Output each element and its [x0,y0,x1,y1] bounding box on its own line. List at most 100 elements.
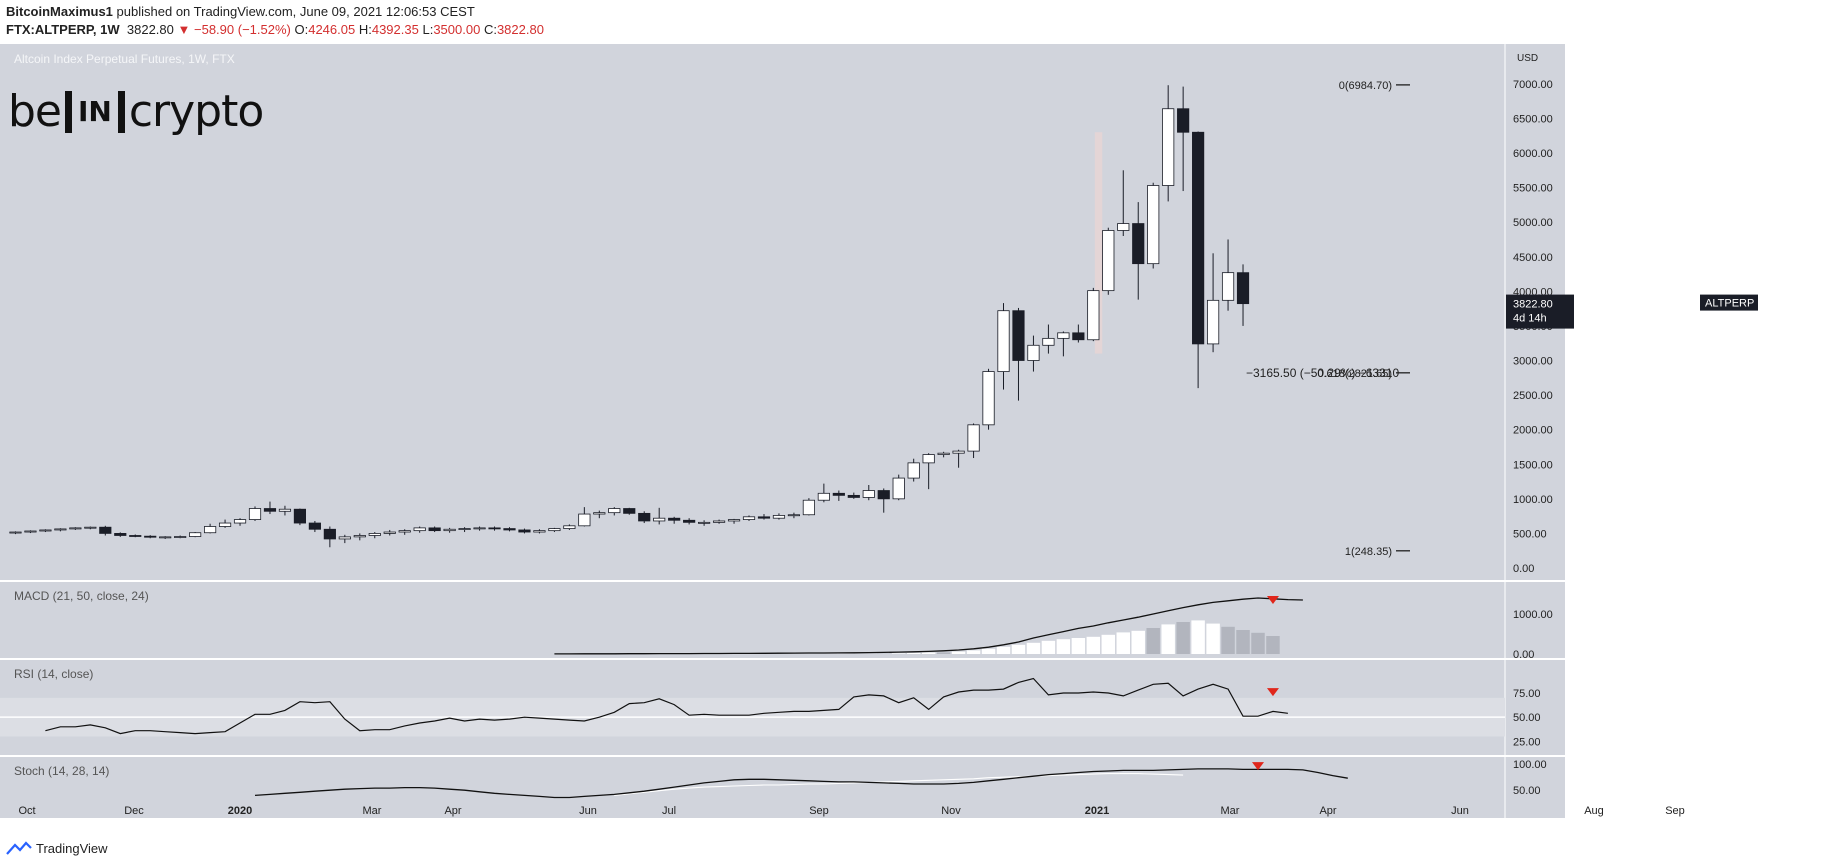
candle [1236,264,1250,326]
candle [1117,170,1130,236]
chart-header: BitcoinMaximus1 published on TradingView… [6,3,544,38]
macd-histogram-bar [921,652,936,654]
macd-histogram-bar [1161,624,1175,654]
candle [69,527,82,530]
candle [473,526,486,531]
candle [563,524,576,530]
rsi-tick-label: 25.00 [1513,736,1541,748]
candle [712,519,726,524]
candle-body [1087,290,1100,341]
price-axis-unit: USD [1517,53,1538,64]
candle-body [24,530,37,533]
logo-bracket: IN [65,90,125,133]
rsi-title: RSI (14, close) [14,667,93,681]
time-tick-label: Sep [809,805,829,817]
candle [1192,131,1205,389]
candle-body [84,526,97,529]
macd-histogram-bar [1041,640,1056,654]
footer: TradingView [6,840,108,856]
candle [533,529,546,534]
candle-body [982,371,995,426]
macd-title: MACD (21, 50, close, 24) [14,589,149,603]
price-change: −58.90 (−1.52%) [194,22,291,37]
price-tick-label: 3000.00 [1513,356,1553,368]
candle-body [997,310,1010,372]
rsi-tick-label: 50.00 [1513,712,1541,724]
time-tick-label: Jun [579,805,597,817]
macd-histogram-bar [1056,639,1071,654]
candle [638,511,651,524]
candle [338,534,351,544]
candle-body [144,535,157,538]
price-tick-label: 5000.00 [1513,217,1553,229]
price-tick-label: 7000.00 [1513,79,1553,91]
candle [727,518,741,524]
chart-area[interactable]: Altcoin Index Perpetual Futures, 1W, FTX… [0,44,1828,830]
candle-body [623,508,636,514]
price-tick-label: 2000.00 [1513,425,1553,437]
candle-body [443,528,456,532]
candle [233,518,247,526]
macd-histogram-bar [906,653,921,654]
macd-histogram-bar [951,651,966,654]
candle [967,423,980,459]
rsi-line [45,677,1288,735]
candle-body [1177,108,1190,133]
candle [428,526,441,533]
candle [1147,182,1160,269]
candle [832,490,845,501]
bar-countdown: 4d 14h [1513,313,1547,325]
candle [458,527,471,533]
candle-body [428,527,441,532]
candle-body [189,532,202,537]
candle [398,529,411,535]
candle-body [698,521,711,524]
candle [653,507,666,525]
candle [144,535,157,539]
price-tick-label: 500.00 [1513,528,1547,540]
candle-body [9,531,22,534]
candle-body [323,528,336,540]
publisher-name[interactable]: BitcoinMaximus1 [6,4,113,19]
time-tick-label: Aug [1584,805,1604,817]
logo-text-crypto: crypto [128,86,264,137]
candle [84,526,97,530]
candle-body [383,531,396,534]
stoch-d-line [614,773,1184,796]
stoch-tick-label: 100.00 [1513,759,1547,771]
candle-body [368,533,381,536]
candle-body [1192,131,1205,345]
candle [1057,331,1070,357]
stoch-down-arrow-icon [1251,762,1264,771]
candle-body [1221,272,1235,301]
candle-body [518,529,531,533]
candle-body [1147,185,1160,265]
candle [99,525,112,536]
last-price: 3822.80 [126,22,174,37]
candle [742,515,756,521]
candle [54,528,67,532]
candle [323,526,336,548]
footer-brand[interactable]: TradingView [36,840,108,856]
candle-body [1042,337,1055,346]
rsi-down-arrow-icon [1266,688,1279,697]
candle [278,505,292,516]
rsi-tick-label: 75.00 [1513,688,1541,700]
candle-body [817,492,830,501]
candle-body [967,424,980,452]
candle-body [922,454,935,464]
time-tick-label: Sep [1665,805,1685,817]
candle-body [338,536,351,540]
stoch-k-line [254,768,1348,799]
macd-tick-label: 1000.00 [1513,609,1553,621]
macd-histogram-bar [891,653,906,654]
candle [218,519,232,528]
low-value: 3500.00 [433,22,481,37]
candle [982,368,995,430]
time-tick-label: 2021 [1085,805,1109,817]
down-arrow-icon: ▼ [177,22,191,37]
time-tick-label: 2020 [228,805,252,817]
candle [1027,335,1040,372]
candle-body [218,522,232,527]
time-tick-label: Oct [18,805,35,817]
